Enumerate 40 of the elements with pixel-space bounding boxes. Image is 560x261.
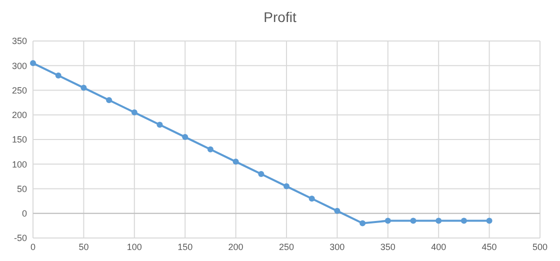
- chart-title: Profit: [264, 9, 296, 25]
- x-tick-label: 300: [330, 242, 345, 252]
- x-tick-label: 100: [126, 242, 142, 252]
- y-tick-label: 100: [12, 159, 27, 170]
- x-tick-label: 500: [532, 242, 548, 252]
- point: [384, 218, 391, 224]
- point: [486, 218, 492, 224]
- x-tick-label: 200: [228, 242, 244, 252]
- y-tick-label: -50: [14, 233, 27, 244]
- point: [334, 208, 340, 214]
- x-tick-label: 350: [380, 242, 396, 252]
- x-tick-label: 450: [482, 242, 497, 252]
- point: [360, 220, 366, 226]
- y-tick-label: 300: [12, 60, 27, 71]
- x-tick-label: 0: [30, 242, 36, 252]
- point: [182, 134, 188, 140]
- y-tick-label: 150: [12, 134, 27, 145]
- point: [436, 218, 442, 224]
- point: [207, 146, 214, 152]
- point: [460, 218, 467, 224]
- y-tick-label: 0: [22, 208, 27, 219]
- x-tick-label: 150: [178, 242, 193, 252]
- point: [156, 122, 163, 128]
- point: [284, 183, 290, 190]
- y-tick-label: 350: [12, 36, 27, 46]
- y-tick-label: 200: [12, 110, 27, 120]
- point: [55, 72, 62, 78]
- point: [131, 109, 138, 116]
- point: [30, 60, 36, 66]
- x-tick-label: 250: [278, 242, 294, 252]
- y-tick-label: 50: [16, 184, 27, 194]
- y-tick-label: 250: [12, 85, 27, 96]
- point: [106, 97, 112, 104]
- x-tick-label: 400: [431, 242, 446, 252]
- point: [410, 218, 416, 224]
- point: [232, 158, 239, 165]
- point: [258, 170, 264, 177]
- point: [80, 84, 87, 91]
- point: [308, 196, 315, 202]
- x-tick-label: 50: [78, 242, 89, 252]
